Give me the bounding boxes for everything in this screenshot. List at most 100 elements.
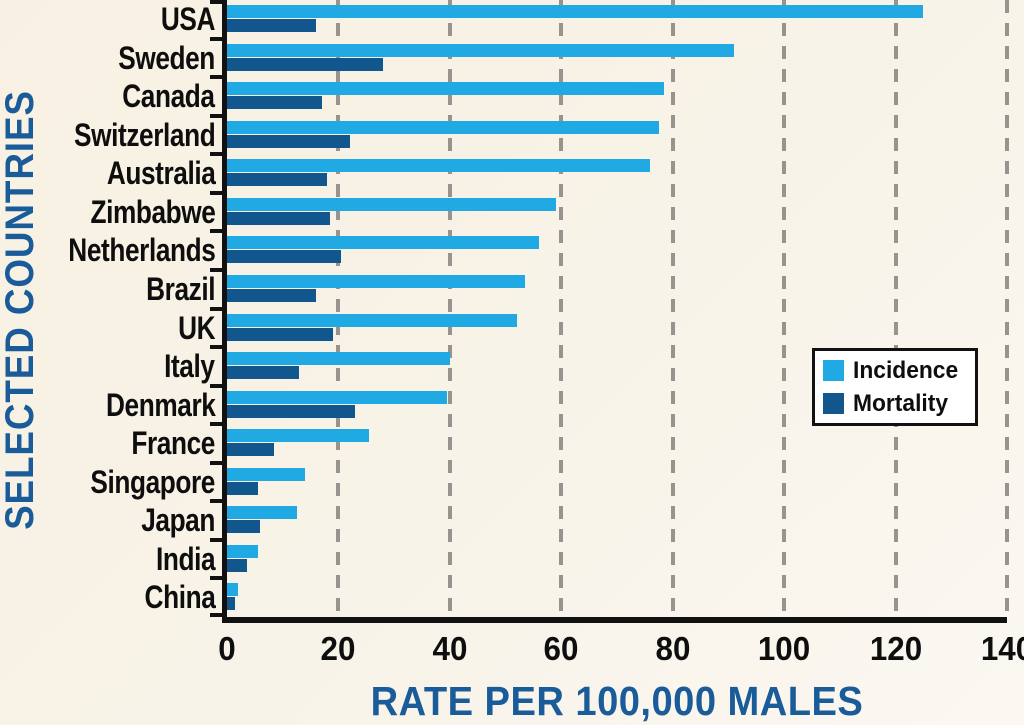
y-axis-tick [210,422,223,427]
bar-group-india [227,540,1007,579]
category-label-denmark: Denmark [105,386,216,423]
brazil-incidence-bar [227,274,526,288]
denmark-incidence-bar [227,390,448,404]
category-label-india: India [155,540,216,577]
australia-mortality-bar [227,173,328,187]
category-label-switzerland: Switzerland [73,116,216,153]
bar-group-uk [227,309,1007,348]
y-axis-tick [210,499,223,504]
sweden-incidence-bar [227,43,734,57]
denmark-mortality-bar [227,404,356,418]
category-label-uk: UK [177,309,215,346]
bar-group-france [227,424,1007,463]
australia-incidence-bar [227,159,651,173]
x-tick-label-20: 20 [320,630,356,667]
y-axis-tick [210,75,223,80]
category-label-brazil: Brazil [146,270,215,307]
bar-group-zimbabwe [227,193,1007,232]
y-axis-tick [210,460,223,465]
singapore-mortality-bar [227,481,258,495]
x-axis-title: RATE PER 100,000 MALES [370,678,864,724]
india-incidence-bar [227,544,258,558]
bar-group-brazil [227,270,1007,309]
x-tick-label-0: 0 [218,630,236,667]
category-label-singapore: Singapore [90,463,215,500]
usa-mortality-bar [227,19,317,32]
y-axis-tick [210,229,223,234]
y-axis-tick [210,613,223,617]
legend-label-mortality: Mortality [853,389,949,417]
category-label-france: France [131,425,215,462]
canada-incidence-bar [227,82,665,96]
france-incidence-bar [227,429,370,443]
y-axis-tick [210,190,223,195]
bar-group-usa [227,0,1007,39]
brazil-mortality-bar [227,288,317,302]
bar-group-australia [227,154,1007,193]
y-axis-tick [210,113,223,118]
japan-incidence-bar [227,506,297,520]
gridline-20 [336,0,341,617]
gridline-120 [893,0,898,617]
x-tick-label-40: 40 [432,630,468,667]
gridline-100 [782,0,787,617]
france-mortality-bar [227,443,275,457]
gridline-80 [670,0,675,617]
gridline-60 [559,0,564,617]
legend-item-mortality: Mortality [823,390,967,418]
x-tick-label-100: 100 [757,630,811,667]
category-label-china: China [144,579,215,616]
legend-box: Incidence Mortality [812,348,978,426]
italy-incidence-bar [227,352,450,366]
japan-mortality-bar [227,520,261,534]
category-label-zimbabwe: Zimbabwe [89,193,215,230]
uk-incidence-bar [227,313,517,327]
mortality-swatch [823,393,844,414]
y-axis-tick [210,267,223,272]
bar-group-singapore [227,463,1007,502]
bar-group-netherlands [227,231,1007,270]
bar-group-italy [227,347,1007,386]
italy-mortality-bar [227,366,300,380]
x-tick-label-140: 140 [980,630,1024,667]
y-axis-tick [210,306,223,311]
zimbabwe-mortality-bar [227,211,331,225]
category-label-australia: Australia [106,155,215,192]
plot-area [222,0,1009,623]
legend-label-incidence: Incidence [853,356,959,384]
category-label-netherlands: Netherlands [67,232,216,269]
y-axis-tick [210,345,223,350]
y-axis-tick [210,0,223,4]
category-label-usa: USA [160,1,216,37]
category-label-sweden: Sweden [118,39,215,76]
gridline-40 [447,0,452,617]
category-label-italy: Italy [164,348,216,385]
bar-group-china [227,578,1007,617]
zimbabwe-incidence-bar [227,197,556,211]
category-label-japan: Japan [141,502,215,539]
y-axis-tick [210,383,223,388]
uk-mortality-bar [227,327,333,341]
x-tick-label-80: 80 [655,630,691,667]
category-label-column: USA Sweden Canada Switzerland Australia Zimba… [0,0,216,617]
bar-group-sweden [227,39,1007,78]
switzerland-mortality-bar [227,134,350,148]
x-tick-label-120: 120 [869,630,922,667]
y-axis-tick [210,152,223,157]
incidence-swatch [823,360,844,381]
canada-mortality-bar [227,96,322,110]
y-axis-tick [210,36,223,41]
singapore-incidence-bar [227,467,305,481]
sweden-mortality-bar [227,57,383,71]
switzerland-incidence-bar [227,120,659,134]
netherlands-incidence-bar [227,236,539,250]
bar-group-denmark [227,386,1007,425]
china-incidence-bar [227,583,239,597]
legend-item-incidence: Incidence [823,357,967,385]
x-tick-label-60: 60 [543,630,579,667]
y-axis-tick [210,576,223,581]
usa-incidence-bar [227,5,924,18]
netherlands-mortality-bar [227,250,342,264]
india-mortality-bar [227,558,247,572]
